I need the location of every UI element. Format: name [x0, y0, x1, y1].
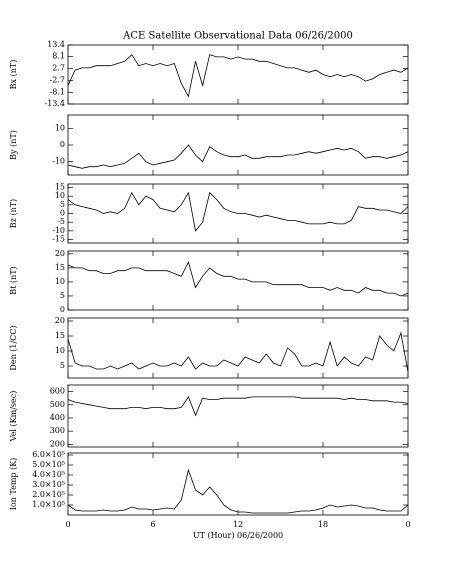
y-tick-label: 5 [60, 291, 65, 300]
y-tick-label: 0 [60, 305, 65, 314]
data-line [67, 261, 409, 297]
y-tick-label: 1.0×10⁵ [32, 500, 65, 509]
y-tick-label: 0 [60, 140, 65, 149]
plot-frame [67, 250, 409, 311]
y-tick-label: -10 [52, 226, 65, 235]
y-tick-label: 10 [55, 277, 65, 286]
y-tick-label: -8.1 [50, 87, 65, 96]
y-tick-label: 10 [55, 191, 65, 200]
plot-frame [67, 114, 409, 176]
y-axis-label: Bz (nT) [9, 199, 18, 228]
y-tick-label: 2.7 [52, 64, 65, 73]
y-tick-label: 200 [50, 439, 65, 448]
y-tick-label: 20 [55, 316, 65, 325]
x-tick-label: 0 [65, 520, 70, 529]
y-tick-label: 0 [60, 209, 65, 218]
y-tick-label: 10 [55, 123, 65, 132]
x-axis-label: UT (Hour) 06/26/2000 [193, 531, 283, 540]
y-tick-label: 8.1 [52, 52, 65, 61]
y-axis-label: Bx (nT) [9, 60, 18, 90]
y-tick-label: 10 [55, 346, 65, 355]
y-tick-label: 5 [60, 200, 65, 209]
plot-frame [67, 384, 409, 448]
plot-frame [67, 44, 409, 105]
data-line [67, 191, 409, 232]
y-tick-label: 5 [60, 361, 65, 370]
y-tick-label: 6.0×10⁵ [32, 450, 65, 459]
y-tick-label: 13.4 [47, 40, 65, 49]
y-tick-label: -13.4 [44, 99, 65, 108]
y-tick-label: -10 [52, 157, 65, 166]
data-line [67, 468, 409, 514]
x-tick-label: 6 [150, 520, 155, 529]
chart-title: ACE Satellite Observational Data 06/26/2… [122, 31, 353, 42]
data-line [67, 331, 409, 373]
y-tick-label: 20 [55, 249, 65, 258]
y-tick-label: -15 [52, 235, 65, 244]
y-tick-label: -5 [57, 217, 65, 226]
y-tick-label: 2.0×10⁵ [32, 490, 65, 499]
y-tick-label: 400 [50, 413, 65, 422]
y-axis-label: Bt (nT) [9, 266, 18, 294]
x-tick-label: 12 [233, 520, 243, 529]
y-tick-label: 3.0×10⁵ [32, 480, 65, 489]
y-tick-label: 15 [55, 331, 65, 340]
y-tick-label: 5.0×10⁵ [32, 460, 65, 469]
y-tick-label: 300 [50, 426, 65, 435]
y-tick-label: 15 [55, 182, 65, 191]
y-axis-label: Den (1/CC) [9, 325, 18, 370]
data-line [67, 54, 409, 98]
y-axis-label: Ion Temp (K) [9, 458, 18, 511]
y-tick-label: 500 [50, 400, 65, 409]
data-line [67, 396, 409, 417]
x-tick-label: 18 [318, 520, 328, 529]
y-axis-label: Vel (Km/sec) [9, 391, 18, 443]
y-tick-label: 4.0×10⁵ [32, 470, 65, 479]
y-tick-label: 600 [50, 387, 65, 396]
y-tick-label: 15 [55, 263, 65, 272]
y-axis-label: By (nT) [9, 130, 18, 160]
data-line [67, 144, 409, 169]
x-tick-label: 0 [405, 520, 410, 529]
plot-frame [67, 317, 409, 379]
y-tick-label: -2.7 [50, 75, 65, 84]
